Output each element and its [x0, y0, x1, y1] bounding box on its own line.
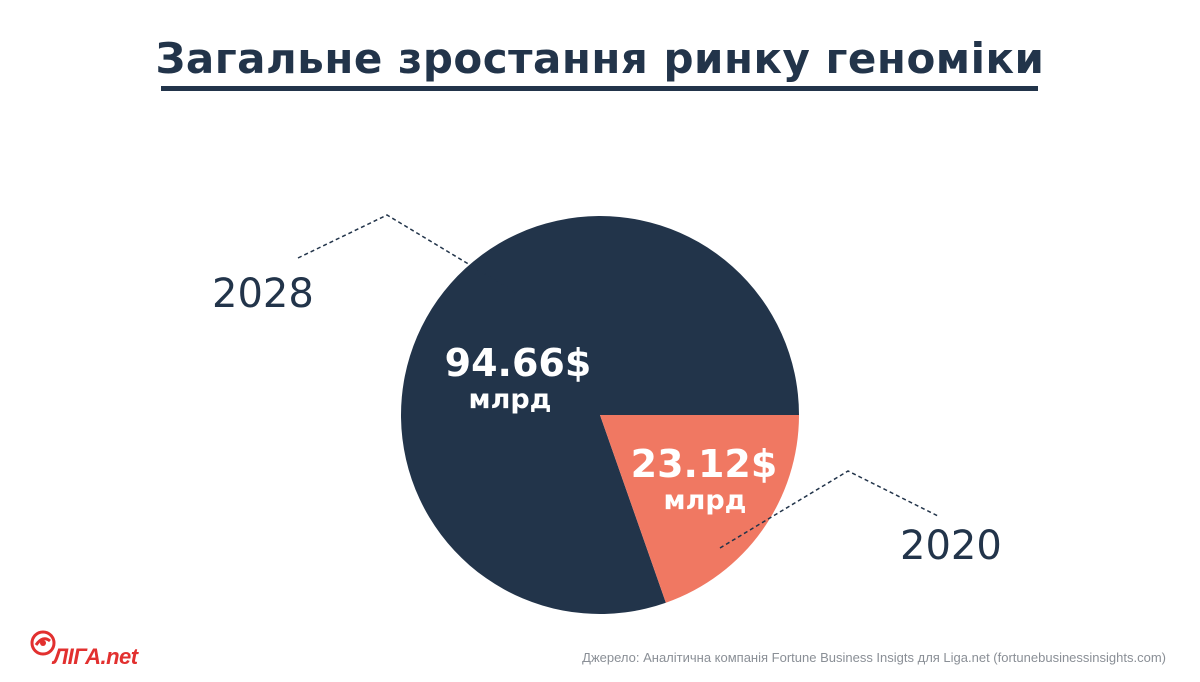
pie-slice-2028	[400, 216, 799, 615]
logo-wordmark: ЛІГА.net	[53, 644, 138, 669]
chart-title: Загальне зростання ринку геноміки	[155, 34, 1045, 83]
value-label-2028: 94.66$	[445, 341, 592, 385]
liga-logo-icon	[30, 630, 56, 656]
year-label-2020: 2020	[900, 523, 1002, 569]
value-label-2020: 23.12$	[631, 442, 778, 486]
title-underline	[161, 86, 1038, 91]
leader-line-2020	[719, 470, 939, 549]
source-note: Джерело: Аналітична компанія Fortune Bus…	[582, 650, 1166, 665]
year-label-2028: 2028	[212, 271, 314, 317]
unit-label-2028: млрд	[469, 384, 552, 415]
unit-label-2020: млрд	[664, 485, 747, 516]
leader-line-2028	[297, 214, 516, 293]
pie-slice-2020	[600, 415, 799, 603]
liga-net-logo: ЛІГА.net	[30, 630, 170, 670]
